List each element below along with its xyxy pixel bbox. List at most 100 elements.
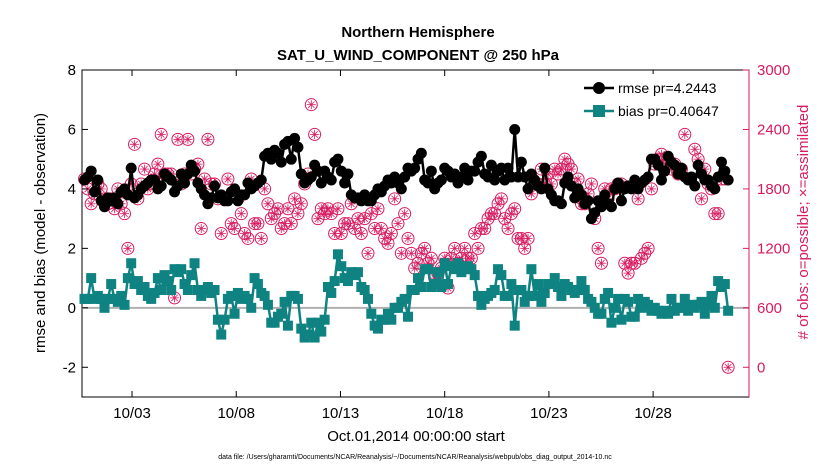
bias-point: [86, 273, 97, 284]
obs-count-point: [138, 162, 152, 176]
obs-marker-spoke: [357, 230, 365, 237]
obs-marker-spoke: [327, 210, 335, 218]
rmse-point: [675, 162, 687, 174]
obs-marker-spoke: [171, 294, 179, 302]
obs-marker-spoke: [497, 195, 505, 203]
obs-marker-spoke: [141, 165, 148, 173]
y-tick-label-right: 1800: [757, 181, 790, 198]
obs-marker-circle: [501, 222, 515, 236]
bias-point: [186, 270, 197, 281]
rmse-point: [112, 198, 124, 210]
bias-point: [413, 273, 424, 284]
bias-point: [162, 276, 173, 287]
rmse-point: [475, 150, 487, 162]
obs-count-point: [381, 236, 395, 250]
bias-point: [296, 323, 307, 334]
legend: rmse pr=4.2443 bias pr=0.40647: [578, 74, 746, 120]
obs-marker-spoke: [574, 175, 582, 183]
obs-marker-circle: [371, 202, 385, 216]
bias-point: [82, 293, 93, 304]
rmse-point: [715, 156, 727, 168]
bias-point: [523, 290, 534, 301]
bias-point: [723, 305, 734, 316]
bias-point: [282, 320, 293, 331]
obs-marker-circle: [254, 231, 268, 245]
obs-marker-circle: [364, 207, 378, 221]
obs-marker-spoke: [427, 254, 435, 262]
obs-count-point: [621, 266, 635, 280]
bias-point: [536, 296, 547, 307]
bias-point: [269, 317, 280, 328]
bias-point: [469, 270, 480, 281]
obs-marker-circle: [311, 212, 325, 226]
bias-point: [506, 279, 517, 290]
obs-marker-circle: [214, 227, 228, 240]
rmse-point: [502, 162, 514, 174]
obs-count-point: [458, 241, 472, 255]
bias-point: [106, 279, 117, 290]
bias-point: [473, 290, 484, 301]
chart-subtitle: SAT_U_WIND_COMPONENT @ 250 hPa: [277, 47, 560, 64]
x-tick-label: 10/13: [322, 405, 360, 422]
rmse-point: [325, 174, 337, 186]
obs-count-point: [214, 227, 228, 240]
obs-marker-circle: [694, 192, 708, 206]
obs-marker-circle: [201, 132, 215, 146]
bias-point: [436, 282, 447, 293]
rmse-point: [692, 159, 704, 171]
bias-point: [609, 302, 620, 313]
obs-marker-circle: [388, 192, 402, 206]
obs-marker-circle: [401, 231, 415, 245]
bias-point: [409, 284, 420, 295]
bias-point: [496, 270, 507, 281]
obs-marker-spoke: [264, 200, 272, 208]
bias-point: [613, 293, 624, 304]
obs-marker-spoke: [414, 259, 422, 267]
bias-point: [132, 276, 143, 287]
bias-point: [576, 276, 587, 287]
bias-point: [96, 293, 107, 304]
obs-marker-spoke: [124, 244, 132, 252]
obs-marker-spoke: [374, 205, 382, 213]
obs-marker-circle: [628, 256, 642, 270]
obs-count-point: [251, 217, 265, 231]
bias-point: [533, 279, 544, 290]
bias-point: [232, 287, 243, 298]
obs-count-point: [394, 246, 408, 260]
bias-point: [149, 287, 160, 298]
x-tick-label: 10/23: [530, 405, 568, 422]
obs-count-point: [584, 177, 598, 191]
obs-marker-circle: [358, 212, 372, 226]
rmse-point: [125, 162, 137, 174]
bias-point: [509, 320, 520, 331]
obs-count-point: [221, 172, 235, 186]
bias-point: [302, 329, 313, 340]
obs-marker-spoke: [597, 259, 605, 267]
obs-marker-spoke: [157, 130, 165, 138]
bias-point: [332, 249, 343, 260]
bias-point: [312, 317, 323, 328]
bias-point: [429, 279, 440, 290]
bias-point: [382, 308, 393, 319]
y-tick-label-right: 3000: [757, 62, 790, 79]
rmse-point: [689, 180, 701, 192]
obs-count-point: [424, 251, 438, 265]
bias-point: [319, 314, 330, 325]
bias-point: [342, 276, 353, 287]
bias-point: [119, 299, 130, 310]
obs-count-point: [121, 241, 135, 255]
obs-marker-circle: [398, 207, 412, 221]
obs-marker-circle: [721, 360, 735, 374]
obs-marker-spoke: [297, 200, 305, 208]
bias-point: [402, 311, 413, 322]
bias-point: [556, 290, 567, 301]
bias-point: [629, 311, 640, 322]
bias-point: [599, 293, 610, 304]
rmse-point: [489, 174, 501, 186]
bias-point: [589, 302, 600, 313]
obs-count-point: [591, 241, 605, 255]
obs-count-point: [594, 256, 608, 270]
obs-marker-spoke: [367, 210, 375, 218]
obs-marker-spoke: [631, 259, 639, 267]
chart-title: Northern Hemisphere: [341, 24, 494, 41]
